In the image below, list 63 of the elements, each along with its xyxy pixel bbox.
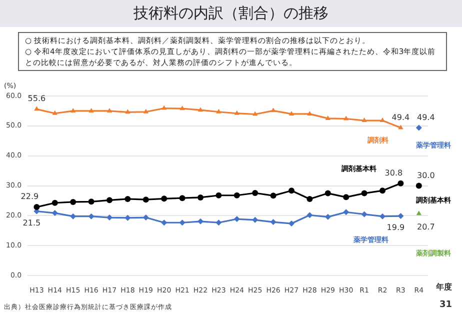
point	[34, 204, 40, 210]
point	[380, 188, 386, 194]
point	[416, 124, 422, 131]
point	[416, 182, 422, 189]
point	[361, 211, 368, 218]
point	[288, 110, 294, 116]
point	[198, 107, 204, 112]
point	[161, 196, 168, 202]
point	[216, 192, 222, 198]
data-label: 20.7	[416, 222, 435, 232]
data-label: 49.4	[392, 112, 410, 122]
point	[252, 190, 258, 196]
point	[252, 216, 258, 223]
point	[234, 216, 240, 222]
point	[180, 106, 185, 110]
data-label: 49.4	[416, 112, 435, 122]
point	[88, 198, 94, 205]
point	[88, 108, 94, 112]
point	[52, 110, 58, 115]
point	[307, 110, 312, 116]
data-label: 30.8	[384, 168, 403, 178]
point	[197, 194, 204, 200]
point	[234, 110, 240, 115]
point	[343, 194, 350, 200]
data-label: 55.6	[28, 94, 46, 104]
point	[70, 108, 76, 112]
point	[234, 192, 240, 198]
point	[343, 209, 350, 216]
point	[106, 197, 112, 204]
point	[361, 190, 368, 196]
point	[216, 220, 222, 226]
point	[179, 220, 186, 226]
x-axis-title: 年度	[435, 282, 452, 292]
point	[34, 106, 40, 111]
point	[380, 213, 386, 220]
chart-title: 技術料の内訳（割合）の推移	[0, 0, 462, 27]
point	[325, 115, 330, 120]
point	[142, 196, 149, 203]
point	[106, 108, 112, 112]
data-label: 22.9	[20, 192, 39, 202]
point	[398, 213, 404, 220]
point	[324, 190, 331, 196]
point	[270, 108, 276, 112]
point	[252, 111, 258, 116]
point	[362, 118, 367, 122]
point	[124, 196, 131, 202]
point	[161, 105, 167, 110]
data-label: 19.9	[386, 223, 405, 232]
point	[270, 219, 276, 226]
text: 31	[439, 300, 452, 310]
point	[125, 109, 130, 114]
point	[70, 198, 76, 205]
point	[52, 200, 58, 206]
point	[143, 108, 148, 114]
point	[179, 195, 186, 202]
point	[306, 212, 313, 218]
point	[398, 180, 404, 186]
data-label: 30.0	[416, 170, 435, 180]
data-label: 21.5	[22, 218, 41, 228]
point	[288, 188, 294, 194]
point	[306, 196, 313, 202]
point	[270, 192, 276, 199]
point	[216, 108, 222, 114]
